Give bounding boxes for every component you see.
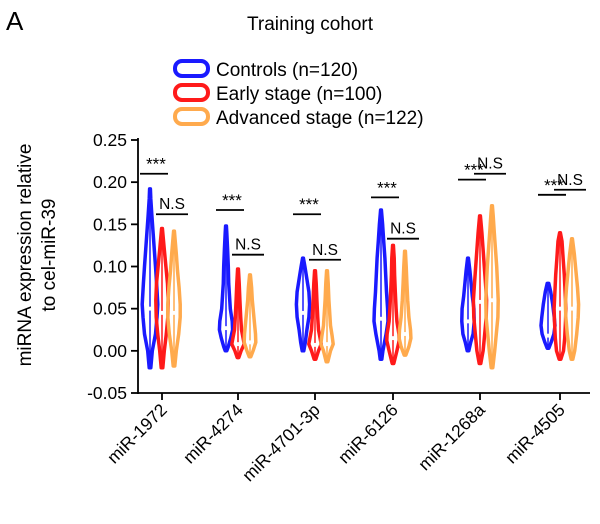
- sig-label-controls-vs-early: ***: [464, 161, 484, 180]
- violin-miR-1972-series-1: [154, 226, 170, 370]
- y-axis-label-line-1: miRNA expression relative: [15, 144, 36, 367]
- x-tick-label: miR-4505: [501, 400, 569, 468]
- violin-median-point: [148, 306, 152, 311]
- x-tick-label: miR-1268a: [414, 400, 489, 475]
- y-tick-label: 0.00: [93, 341, 127, 361]
- violin-median-point: [172, 310, 176, 315]
- legend-swatch: [173, 59, 210, 78]
- violin-median-point: [478, 299, 482, 304]
- y-tick-label: 0.15: [93, 214, 127, 234]
- sig-label-controls-vs-early: ***: [146, 155, 166, 174]
- legend-label: Early stage (n=100): [216, 84, 382, 105]
- sig-label-early-vs-advanced: N.S: [312, 242, 338, 259]
- violin-median-point: [236, 342, 240, 347]
- violin-median-point: [301, 310, 305, 315]
- violins: [140, 187, 581, 370]
- violin-median-point: [558, 306, 562, 311]
- x-tick-label: miR-4701-3p: [238, 400, 324, 486]
- legend-item: Early stage (n=100): [173, 83, 382, 105]
- sig-label-controls-vs-early: ***: [222, 191, 242, 210]
- legend-item: Controls (n=120): [173, 59, 358, 81]
- sig-label-controls-vs-early: ***: [377, 178, 397, 197]
- violin-median-point: [325, 342, 329, 347]
- violin-median-point: [546, 333, 550, 338]
- violin-median-point: [570, 306, 574, 311]
- y-axis-label-line-2: to cel-miR-39: [39, 199, 60, 312]
- y-tick-label: 0.10: [93, 257, 127, 277]
- y-tick-label: 0.05: [93, 299, 127, 319]
- violin-median-point: [379, 316, 383, 321]
- sig-label-controls-vs-early: ***: [299, 195, 319, 214]
- violin-median-point: [466, 319, 470, 324]
- chart-title: Training cohort: [247, 14, 374, 35]
- x-tick-label: miR-6126: [334, 400, 402, 468]
- violin-miR-6126-series-2: [397, 249, 413, 357]
- sig-label-early-vs-advanced: N.S: [159, 196, 185, 213]
- y-tick-label: 0.20: [93, 172, 127, 192]
- x-tick-label: miR-1972: [103, 400, 171, 468]
- legend-item: Advanced stage (n=122): [173, 107, 424, 129]
- legend-swatch: [173, 83, 210, 102]
- legend-swatch: [173, 107, 210, 126]
- violin-median-point: [160, 310, 164, 315]
- legend: Controls (n=120) Early stage (n=100) Advan…: [173, 59, 424, 129]
- sig-label-early-vs-advanced: N.S: [235, 237, 261, 254]
- violin-miR-4701-3p-series-2: [319, 268, 335, 364]
- sig-label-early-vs-advanced: N.S: [390, 221, 416, 238]
- violin-miR-4274-series-0: [217, 224, 235, 353]
- violin-miR-4274-series-2: [242, 273, 258, 359]
- violin-median-point: [224, 326, 228, 331]
- significance-annotations: ***N.S ***N.S***N.S***N.S***N.S***N.S: [140, 155, 586, 261]
- y-tick-label: -0.05: [87, 383, 127, 403]
- y-tick-label: 0.25: [93, 130, 127, 150]
- legend-label: Controls (n=120): [216, 60, 358, 81]
- panel-label: A: [6, 6, 24, 36]
- sig-label-early-vs-advanced: N.S: [557, 172, 583, 189]
- sig-label-early-vs-advanced: N.S: [477, 156, 503, 173]
- violin-median-point: [248, 340, 252, 345]
- x-tick-label: miR-4274: [179, 400, 247, 468]
- y-axis-label: miRNA expression relative to cel-miR-39: [15, 144, 60, 367]
- legend-label: Advanced stage (n=122): [216, 108, 424, 129]
- violin-median-point: [313, 342, 317, 347]
- violin-median-point: [403, 331, 407, 336]
- violin-median-point: [490, 298, 494, 303]
- violin-median-point: [391, 336, 395, 341]
